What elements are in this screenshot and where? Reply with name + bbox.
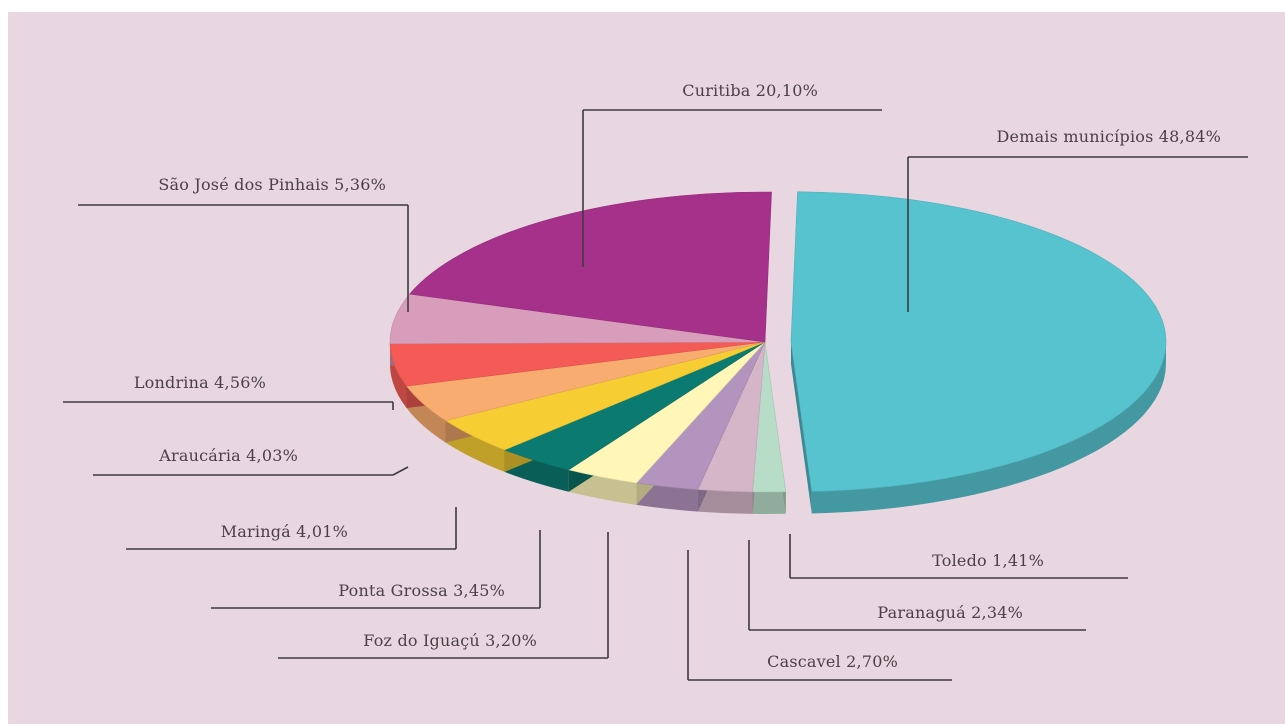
slice-label: Curitiba 20,10% <box>682 81 818 100</box>
leader-line-7 <box>93 467 408 475</box>
pie-slices <box>390 192 1166 514</box>
slice-label: Maringá 4,01% <box>221 522 348 541</box>
leader-line-9 <box>78 205 408 312</box>
slice-label: Cascavel 2,70% <box>767 652 898 671</box>
slice-label: Demais municípios 48,84% <box>997 127 1222 146</box>
slice-demais-munic-pios <box>791 192 1166 492</box>
slice-label: Araucária 4,03% <box>158 446 298 465</box>
slice-label: Ponta Grossa 3,45% <box>338 581 505 600</box>
chart-panel: Demais municípios 48,84% Toledo 1,41% Para… <box>8 12 1285 724</box>
slice-label: Toledo 1,41% <box>932 551 1044 570</box>
slice-label: Foz do Iguaçú 3,20% <box>363 631 537 650</box>
slice-label: Londrina 4,56% <box>134 373 266 392</box>
slice-side-1 <box>753 492 786 514</box>
slice-label: São José dos Pinhais 5,36% <box>158 175 386 194</box>
leader-line-8 <box>63 402 393 410</box>
slice-label: Paranaguá 2,34% <box>877 603 1023 622</box>
pie-chart: Demais municípios 48,84% Toledo 1,41% Para… <box>8 12 1285 724</box>
